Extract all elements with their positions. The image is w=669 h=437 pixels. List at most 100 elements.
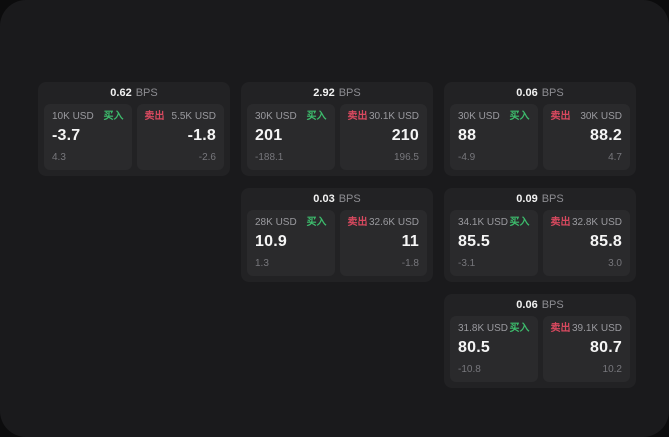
quote-card: 0.62 BPS 10K USD 买入 -3.7 4.3 卖出 5.5K USD — [38, 82, 230, 176]
buy-price: 10.9 — [255, 233, 287, 250]
sell-price: 80.7 — [590, 339, 622, 356]
bps-value: 2.92 — [313, 87, 335, 99]
quote-card: 2.92 BPS 30K USD 买入 201 -188.1 卖出 30.1K … — [241, 82, 433, 176]
sell-amount: 32.8K USD — [571, 217, 622, 228]
buy-sell-panels: 31.8K USD 买入 80.5 -10.8 卖出 39.1K USD 80.… — [450, 316, 630, 382]
sell-tag: 卖出 — [347, 111, 368, 122]
buy-amount: 30K USD — [458, 111, 500, 122]
buy-sell-panels: 34.1K USD 买入 85.5 -3.1 卖出 32.8K USD 85.8… — [450, 210, 630, 276]
buy-tag: 买入 — [509, 111, 530, 122]
buy-amount: 28K USD — [255, 217, 297, 228]
buy-sell-panels: 28K USD 买入 10.9 1.3 卖出 32.6K USD 11 -1.8 — [247, 210, 427, 276]
buy-panel[interactable]: 28K USD 买入 10.9 1.3 — [247, 210, 335, 276]
bps-unit-label: BPS — [541, 193, 564, 205]
sell-panel[interactable]: 卖出 39.1K USD 80.7 10.2 — [542, 316, 630, 382]
buy-tag: 买入 — [509, 323, 530, 334]
sell-delta: 10.2 — [602, 364, 622, 375]
buy-price: -3.7 — [52, 127, 81, 144]
buy-panel-top: 30K USD 买入 — [255, 111, 327, 123]
card-header: 0.06 BPS — [450, 294, 630, 316]
buy-panel[interactable]: 10K USD 买入 -3.7 4.3 — [44, 104, 132, 170]
sell-delta: 4.7 — [608, 152, 622, 163]
sell-delta: -2.6 — [198, 152, 216, 163]
buy-panel-top: 28K USD 买入 — [255, 217, 327, 229]
sell-price: 88.2 — [590, 127, 622, 144]
buy-panel[interactable]: 31.8K USD 买入 80.5 -10.8 — [450, 316, 538, 382]
quote-card: 0.03 BPS 28K USD 买入 10.9 1.3 卖出 32.6K US… — [241, 188, 433, 282]
buy-delta: -188.1 — [255, 152, 284, 163]
bps-unit-label: BPS — [541, 87, 564, 99]
sell-amount: 39.1K USD — [571, 323, 622, 334]
buy-price: 88 — [458, 127, 477, 144]
buy-delta: -4.9 — [458, 152, 476, 163]
sell-tag: 卖出 — [550, 111, 571, 122]
buy-price: 85.5 — [458, 233, 490, 250]
sell-delta: 3.0 — [608, 258, 622, 269]
buy-delta: 1.3 — [255, 258, 269, 269]
card-header: 2.92 BPS — [247, 82, 427, 104]
buy-amount: 10K USD — [52, 111, 94, 122]
bps-value: 0.06 — [516, 299, 538, 311]
sell-price: 11 — [401, 233, 419, 250]
sell-panel[interactable]: 卖出 32.6K USD 11 -1.8 — [339, 210, 427, 276]
bps-value: 0.62 — [110, 87, 132, 99]
sell-amount: 30.1K USD — [368, 111, 419, 122]
sell-delta: -1.8 — [401, 258, 419, 269]
sell-panel-top: 卖出 32.6K USD — [348, 217, 420, 229]
sell-panel[interactable]: 卖出 5.5K USD -1.8 -2.6 — [136, 104, 224, 170]
buy-price: 80.5 — [458, 339, 490, 356]
buy-delta: -10.8 — [458, 364, 481, 375]
buy-delta: -3.1 — [458, 258, 476, 269]
buy-price: 201 — [255, 127, 283, 144]
card-header: 0.06 BPS — [450, 82, 630, 104]
buy-panel-top: 10K USD 买入 — [52, 111, 124, 123]
bps-value: 0.03 — [313, 193, 335, 205]
card-header: 0.62 BPS — [44, 82, 224, 104]
buy-amount: 34.1K USD — [458, 217, 509, 228]
quote-card-grid: 0.62 BPS 10K USD 买入 -3.7 4.3 卖出 5.5K USD — [38, 82, 636, 388]
sell-panel-top: 卖出 30K USD — [551, 111, 623, 123]
sell-delta: 196.5 — [393, 152, 419, 163]
sell-price: 85.8 — [590, 233, 622, 250]
card-header: 0.09 BPS — [450, 188, 630, 210]
sell-panel[interactable]: 卖出 30K USD 88.2 4.7 — [542, 104, 630, 170]
bps-value: 0.06 — [516, 87, 538, 99]
sell-panel-top: 卖出 5.5K USD — [145, 111, 217, 123]
buy-sell-panels: 30K USD 买入 88 -4.9 卖出 30K USD 88.2 4.7 — [450, 104, 630, 170]
buy-panel-top: 31.8K USD 买入 — [458, 323, 530, 335]
sell-panel-top: 卖出 32.8K USD — [551, 217, 623, 229]
sell-tag: 卖出 — [347, 217, 368, 228]
buy-sell-panels: 30K USD 买入 201 -188.1 卖出 30.1K USD 210 1… — [247, 104, 427, 170]
card-header: 0.03 BPS — [247, 188, 427, 210]
sell-panel[interactable]: 卖出 30.1K USD 210 196.5 — [339, 104, 427, 170]
sell-amount: 5.5K USD — [171, 111, 216, 122]
bps-unit-label: BPS — [338, 87, 361, 99]
sell-panel-top: 卖出 39.1K USD — [551, 323, 623, 335]
buy-panel-top: 34.1K USD 买入 — [458, 217, 530, 229]
sell-amount: 30K USD — [580, 111, 622, 122]
buy-amount: 30K USD — [255, 111, 297, 122]
bps-unit-label: BPS — [541, 299, 564, 311]
sell-tag: 卖出 — [550, 217, 571, 228]
buy-tag: 买入 — [509, 217, 530, 228]
buy-delta: 4.3 — [52, 152, 66, 163]
buy-sell-panels: 10K USD 买入 -3.7 4.3 卖出 5.5K USD -1.8 -2.… — [44, 104, 224, 170]
sell-panel[interactable]: 卖出 32.8K USD 85.8 3.0 — [542, 210, 630, 276]
buy-panel[interactable]: 34.1K USD 买入 85.5 -3.1 — [450, 210, 538, 276]
quote-card: 0.06 BPS 31.8K USD 买入 80.5 -10.8 卖出 39.1… — [444, 294, 636, 388]
buy-panel[interactable]: 30K USD 买入 201 -188.1 — [247, 104, 335, 170]
sell-amount: 32.6K USD — [368, 217, 419, 228]
bps-unit-label: BPS — [135, 87, 158, 99]
buy-panel-top: 30K USD 买入 — [458, 111, 530, 123]
buy-amount: 31.8K USD — [458, 323, 509, 334]
buy-tag: 买入 — [306, 217, 327, 228]
sell-price: -1.8 — [187, 127, 216, 144]
quote-card: 0.06 BPS 30K USD 买入 88 -4.9 卖出 30K USD — [444, 82, 636, 176]
sell-tag: 卖出 — [550, 323, 571, 334]
buy-tag: 买入 — [103, 111, 124, 122]
sell-tag: 卖出 — [144, 111, 165, 122]
sell-price: 210 — [391, 127, 419, 144]
bps-unit-label: BPS — [338, 193, 361, 205]
buy-panel[interactable]: 30K USD 买入 88 -4.9 — [450, 104, 538, 170]
